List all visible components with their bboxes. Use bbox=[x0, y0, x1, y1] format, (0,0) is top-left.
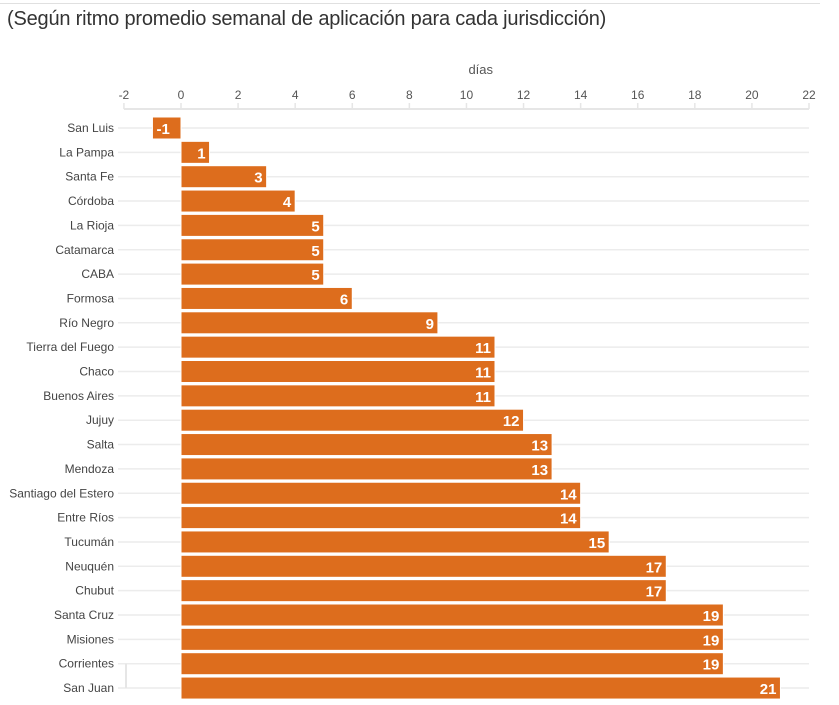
x-tick-label: 20 bbox=[745, 88, 759, 102]
top-divider bbox=[0, 3, 820, 4]
category-labels: San Luis La Pampa Santa Fe Córdoba La Rioja C… bbox=[9, 121, 114, 695]
bar-value-label: 21 bbox=[760, 681, 777, 698]
x-axis: -2 0 2 4 6 8 10 12 14 16 18 20 22 bbox=[119, 88, 816, 110]
bar-value-label: 19 bbox=[703, 632, 720, 649]
bar bbox=[180, 433, 553, 457]
category-label: Mendoza bbox=[65, 462, 115, 476]
bar bbox=[180, 262, 325, 286]
bar bbox=[180, 481, 582, 505]
bar bbox=[180, 554, 667, 578]
x-tick-label: 8 bbox=[406, 88, 413, 102]
x-tick-label: 18 bbox=[688, 88, 702, 102]
category-label: Buenos Aires bbox=[43, 389, 114, 403]
category-label: Córdoba bbox=[68, 194, 114, 208]
x-tick-label: -2 bbox=[119, 88, 130, 102]
bar bbox=[180, 360, 496, 383]
bar bbox=[151, 116, 182, 140]
category-label: Chaco bbox=[79, 365, 114, 379]
bar bbox=[180, 189, 296, 213]
category-label: Río Negro bbox=[59, 316, 114, 330]
bar-value-label: 17 bbox=[646, 559, 663, 576]
bar-value-label: 12 bbox=[503, 413, 520, 430]
bar bbox=[180, 311, 439, 335]
bar-value-label: 17 bbox=[646, 584, 663, 601]
x-tick-label: 14 bbox=[574, 88, 588, 102]
category-label: Santa Cruz bbox=[54, 608, 114, 622]
bar bbox=[180, 627, 724, 651]
category-label: Formosa bbox=[67, 291, 115, 305]
bar-value-label: 5 bbox=[311, 267, 319, 284]
category-label: Santiago del Estero bbox=[9, 486, 114, 500]
category-label: San Juan bbox=[63, 681, 114, 695]
x-tick-label: 4 bbox=[292, 88, 299, 102]
category-label: Tucumán bbox=[64, 535, 114, 549]
bar-value-label: -1 bbox=[156, 121, 169, 138]
x-tick-label: 12 bbox=[517, 88, 531, 102]
bar bbox=[180, 213, 325, 237]
bar-value-label: 13 bbox=[531, 438, 548, 455]
bar bbox=[180, 457, 553, 481]
bar bbox=[180, 652, 724, 676]
x-axis-title: días bbox=[468, 62, 493, 77]
bar-value-label: 4 bbox=[283, 194, 292, 211]
bar bbox=[180, 530, 610, 554]
bar-value-label: 19 bbox=[703, 657, 720, 674]
category-label: La Rioja bbox=[70, 218, 114, 232]
category-label: CABA bbox=[81, 267, 114, 281]
bar-value-label: 14 bbox=[560, 486, 577, 503]
bar bbox=[180, 165, 268, 189]
category-label: La Pampa bbox=[59, 145, 114, 159]
bar bbox=[180, 603, 724, 627]
bar-value-label: 19 bbox=[703, 608, 720, 625]
category-label: Santa Fe bbox=[65, 170, 114, 184]
bar-value-label: 11 bbox=[475, 340, 491, 357]
category-label: Chubut bbox=[75, 584, 114, 598]
bar-value-label: 5 bbox=[311, 218, 319, 235]
bar bbox=[180, 335, 496, 359]
bar-value-label: 6 bbox=[340, 291, 348, 308]
category-label: San Luis bbox=[67, 121, 114, 135]
bar-value-label: 3 bbox=[254, 170, 262, 187]
category-label: Salta bbox=[87, 438, 115, 452]
category-label: Tierra del Fuego bbox=[26, 340, 114, 354]
bars bbox=[151, 116, 781, 700]
bar-value-label: 14 bbox=[560, 511, 577, 528]
category-label: Jujuy bbox=[86, 413, 114, 427]
bar-value-label: 9 bbox=[426, 316, 434, 333]
bar-value-label: 13 bbox=[531, 462, 548, 479]
bar-value-label: 11 bbox=[475, 389, 491, 406]
x-tick-label: 0 bbox=[178, 88, 185, 102]
x-tick-label: 10 bbox=[460, 88, 474, 102]
bar-value-label: 1 bbox=[197, 145, 205, 162]
chart-subtitle: (Según ritmo promedio semanal de aplicac… bbox=[7, 8, 607, 30]
x-tick-label: 22 bbox=[802, 88, 816, 102]
x-tick-label: 6 bbox=[349, 88, 356, 102]
bar-value-label: 5 bbox=[311, 243, 319, 260]
x-tick-label: 16 bbox=[631, 88, 645, 102]
category-label: Entre Ríos bbox=[57, 511, 114, 525]
bar-value-label: 11 bbox=[475, 365, 491, 382]
category-label: Neuquén bbox=[65, 559, 114, 573]
bar bbox=[180, 238, 325, 262]
category-label: Misiones bbox=[67, 632, 114, 646]
bar bbox=[180, 286, 353, 310]
x-tick-label: 2 bbox=[235, 88, 242, 102]
bar bbox=[180, 140, 211, 164]
bar bbox=[180, 506, 582, 530]
bar-value-label: 15 bbox=[588, 535, 605, 552]
bar bbox=[180, 408, 525, 432]
bar bbox=[180, 384, 496, 408]
bar bbox=[180, 676, 781, 700]
category-label: Corrientes bbox=[59, 657, 114, 671]
category-label: Catamarca bbox=[55, 243, 114, 257]
bar bbox=[180, 579, 667, 603]
